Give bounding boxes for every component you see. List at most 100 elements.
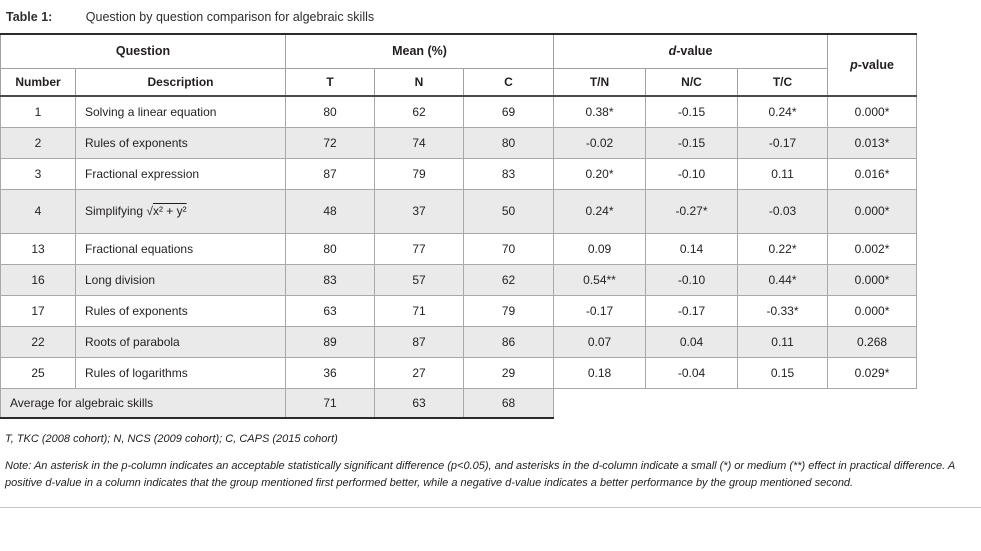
cell-mean-c: 86 <box>463 325 555 358</box>
table-row: 16 Long division 83 57 62 0.54** -0.10 0… <box>0 263 918 296</box>
cell-p-value: 0.000* <box>827 263 918 296</box>
cell-number: 22 <box>0 325 76 358</box>
cell-d-nc: -0.10 <box>645 263 739 296</box>
average-mean-c: 68 <box>463 387 555 419</box>
table-caption-text: Question by question comparison for alge… <box>85 10 375 24</box>
average-mean-n: 63 <box>374 387 465 419</box>
cell-number: 25 <box>0 356 76 389</box>
cell-d-tc: 0.24* <box>737 95 829 128</box>
cell-mean-c: 79 <box>463 294 555 327</box>
cell-d-tc: 0.11 <box>737 325 829 358</box>
header-p-italic: p <box>850 58 858 72</box>
radical-sign: √ <box>146 204 153 218</box>
cell-mean-n: 77 <box>374 232 465 265</box>
header-mean: Mean (%) <box>285 33 555 69</box>
cell-d-tn: -0.02 <box>553 126 647 159</box>
table-row: 22 Roots of parabola 89 87 86 0.07 0.04 … <box>0 325 918 358</box>
cell-mean-t: 36 <box>285 356 376 389</box>
header-t: T <box>285 67 376 97</box>
cell-d-tn: 0.54** <box>553 263 647 296</box>
cell-mean-n: 71 <box>374 294 465 327</box>
header-nc: N/C <box>645 67 739 97</box>
cell-d-nc: -0.17 <box>645 294 739 327</box>
cell-p-value: 0.000* <box>827 95 918 128</box>
cell-d-nc: -0.04 <box>645 356 739 389</box>
table-caption: Table 1: Question by question comparison… <box>0 0 981 33</box>
cell-d-tn: -0.17 <box>553 294 647 327</box>
cell-d-nc: -0.10 <box>645 157 739 190</box>
cell-description: Roots of parabola <box>74 325 287 358</box>
cell-mean-n: 27 <box>374 356 465 389</box>
header-group-row: Question Mean (%) d-value p-value <box>0 33 918 97</box>
table-body: 1 Solving a linear equation 80 62 69 0.3… <box>0 95 918 419</box>
table-row: 1 Solving a linear equation 80 62 69 0.3… <box>0 95 918 128</box>
cell-d-nc: -0.15 <box>645 126 739 159</box>
cell-d-tc: -0.33* <box>737 294 829 327</box>
table-row: 3 Fractional expression 87 79 83 0.20* -… <box>0 157 918 190</box>
cell-description: Long division <box>74 263 287 296</box>
page-divider <box>0 507 981 509</box>
cell-mean-c: 62 <box>463 263 555 296</box>
cell-d-tn: 0.38* <box>553 95 647 128</box>
header-question: Question <box>0 33 287 69</box>
average-row: Average for algebraic skills 71 63 68 <box>0 387 917 419</box>
cell-d-nc: 0.14 <box>645 232 739 265</box>
cell-mean-n: 37 <box>374 188 465 234</box>
table-caption-label: Table 1: <box>6 10 53 24</box>
cell-p-value: 0.029* <box>827 356 918 389</box>
header-n: N <box>374 67 465 97</box>
cell-d-tn: 0.24* <box>553 188 647 234</box>
cell-mean-c: 83 <box>463 157 555 190</box>
cell-mean-t: 87 <box>285 157 376 190</box>
header-tn: T/N <box>553 67 647 97</box>
footnotes: T, TKC (2008 cohort); N, NCS (2009 cohor… <box>0 433 981 492</box>
cell-p-value: 0.268 <box>827 325 918 358</box>
cell-number: 3 <box>0 157 76 190</box>
cell-mean-t: 80 <box>285 232 376 265</box>
cell-d-tn: 0.20* <box>553 157 647 190</box>
average-empty-area <box>553 388 917 418</box>
cell-number: 1 <box>0 95 76 128</box>
table-row: 13 Fractional equations 80 77 70 0.09 0.… <box>0 232 918 265</box>
cell-d-tc: -0.17 <box>737 126 829 159</box>
cell-description: Rules of exponents <box>74 126 287 159</box>
cell-mean-t: 63 <box>285 294 376 327</box>
cell-d-tc: 0.44* <box>737 263 829 296</box>
table-row: 17 Rules of exponents 63 71 79 -0.17 -0.… <box>0 294 918 327</box>
cell-mean-c: 29 <box>463 356 555 389</box>
header-p-rest: -value <box>857 58 894 72</box>
cell-d-tn: 0.09 <box>553 232 647 265</box>
header-d-rest: -value <box>676 44 713 59</box>
header-d-value: d-value <box>553 33 829 69</box>
cell-d-nc: -0.15 <box>645 95 739 128</box>
cell-mean-c: 50 <box>463 188 555 234</box>
cell-d-nc: 0.04 <box>645 325 739 358</box>
cell-p-value: 0.013* <box>827 126 918 159</box>
header-number: Number <box>0 67 76 97</box>
cell-description: Solving a linear equation <box>74 95 287 128</box>
cell-description: Rules of exponents <box>74 294 287 327</box>
cell-mean-c: 69 <box>463 95 555 128</box>
cell-number: 13 <box>0 232 76 265</box>
cell-p-value: 0.000* <box>827 294 918 327</box>
cell-number: 4 <box>0 188 76 234</box>
cell-p-value: 0.000* <box>827 188 918 234</box>
header-c: C <box>463 67 555 97</box>
cell-mean-n: 74 <box>374 126 465 159</box>
cell-description: Rules of logarithms <box>74 356 287 389</box>
cell-d-tn: 0.18 <box>553 356 647 389</box>
cell-mean-n: 62 <box>374 95 465 128</box>
cohort-legend: T, TKC (2008 cohort); N, NCS (2009 cohor… <box>5 433 338 445</box>
average-label: Average for algebraic skills <box>0 387 287 419</box>
cell-p-value: 0.016* <box>827 157 918 190</box>
comparison-table: Question Mean (%) d-value p-value Number… <box>0 33 918 419</box>
table-row: 25 Rules of logarithms 36 27 29 0.18 -0.… <box>0 356 918 389</box>
table-row: 2 Rules of exponents 72 74 80 -0.02 -0.1… <box>0 126 918 159</box>
cell-number: 2 <box>0 126 76 159</box>
cell-p-value: 0.002* <box>827 232 918 265</box>
page: Table 1: Question by question comparison… <box>0 0 981 509</box>
cell-mean-c: 70 <box>463 232 555 265</box>
cell-description: Fractional expression <box>74 157 287 190</box>
header-sub-row: Number Description T N C T/N N/C T/C <box>0 67 917 97</box>
cell-mean-t: 72 <box>285 126 376 159</box>
